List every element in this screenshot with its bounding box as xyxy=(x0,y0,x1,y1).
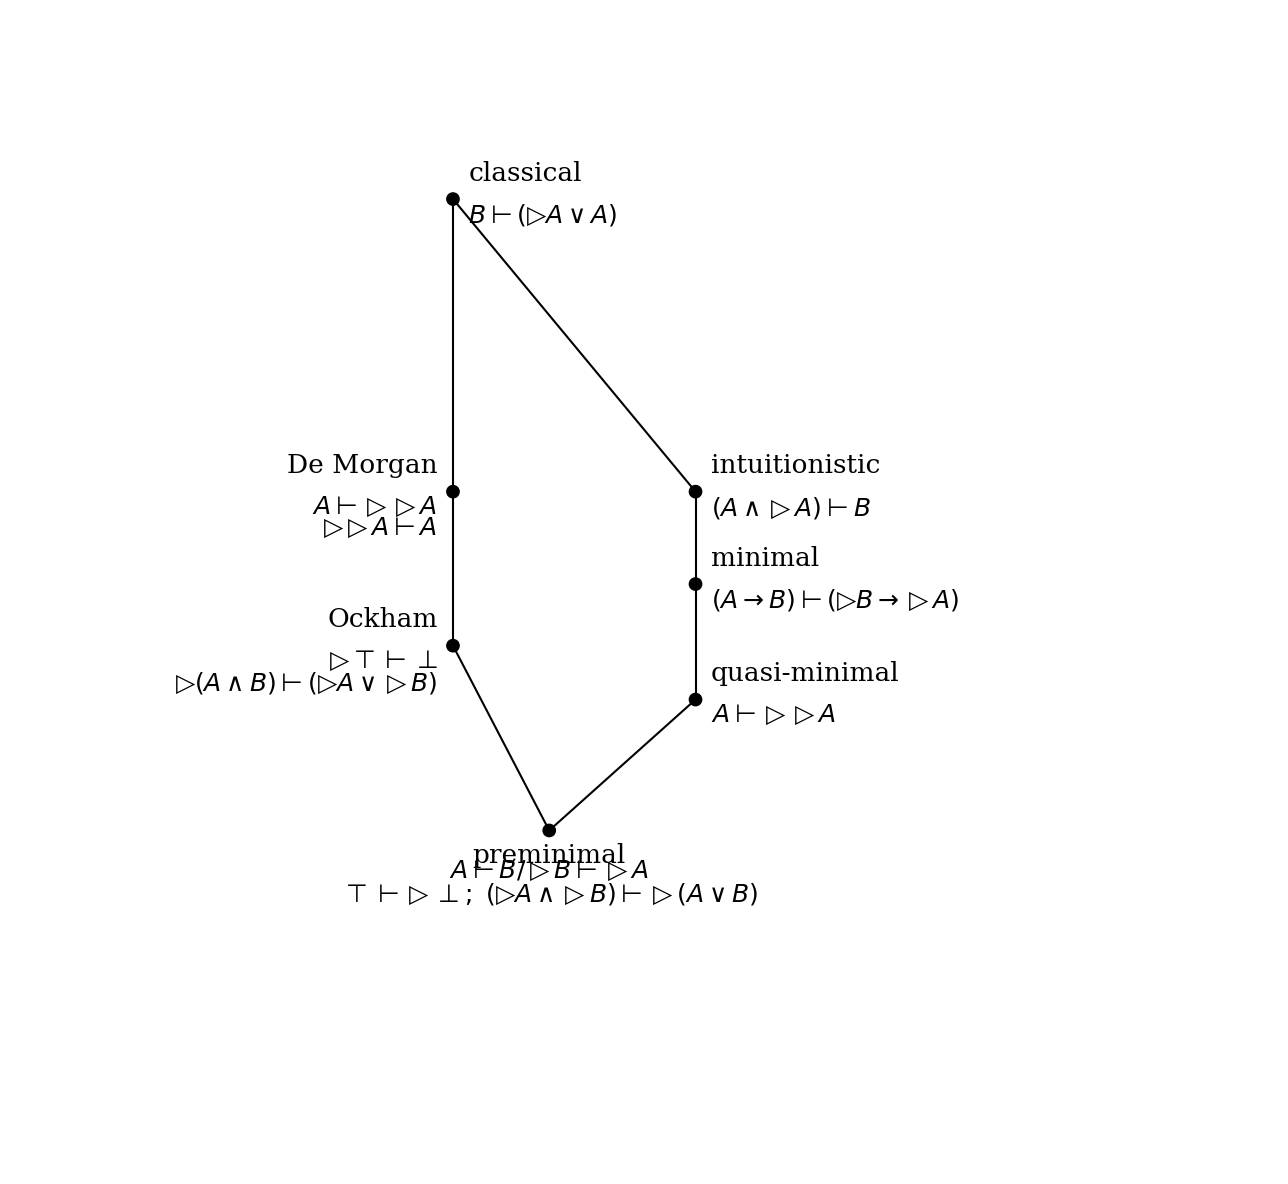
Text: $(A \wedge \triangleright A) \vdash B$: $(A \wedge \triangleright A) \vdash B$ xyxy=(711,495,871,521)
Circle shape xyxy=(689,578,702,590)
Text: quasi-minimal: quasi-minimal xyxy=(711,661,899,686)
Text: minimal: minimal xyxy=(711,546,819,571)
Text: $\triangleright \triangleright A \vdash A$: $\triangleright \triangleright A \vdash … xyxy=(323,516,438,540)
Circle shape xyxy=(447,639,459,652)
Circle shape xyxy=(689,694,702,706)
Text: $\triangleright \top \vdash \bot$: $\triangleright \top \vdash \bot$ xyxy=(328,649,438,673)
Circle shape xyxy=(689,485,702,497)
Circle shape xyxy=(447,193,459,205)
Circle shape xyxy=(544,824,555,837)
Text: $(A \to B) \vdash (\triangleright B \to \triangleright A)$: $(A \to B) \vdash (\triangleright B \to … xyxy=(711,587,960,613)
Text: $A \vdash \triangleright \triangleright A$: $A \vdash \triangleright \triangleright … xyxy=(312,495,438,519)
Text: $\triangleright(A \wedge B) \vdash (\triangleright A \vee \triangleright B)$: $\triangleright(A \wedge B) \vdash (\tri… xyxy=(175,670,438,696)
Text: De Morgan: De Morgan xyxy=(287,453,438,478)
Circle shape xyxy=(447,485,459,497)
Text: $\top \vdash \triangleright \bot;\ (\triangleright A \wedge \triangleright B) \v: $\top \vdash \triangleright \bot;\ (\tri… xyxy=(341,881,757,907)
Text: Ockham: Ockham xyxy=(327,607,438,632)
Text: intuitionistic: intuitionistic xyxy=(711,453,880,478)
Text: $A \vdash \triangleright \triangleright A$: $A \vdash \triangleright \triangleright … xyxy=(711,702,836,727)
Text: $B \vdash (\triangleright A \vee A)$: $B \vdash (\triangleright A \vee A)$ xyxy=(469,202,618,229)
Text: preminimal: preminimal xyxy=(473,843,626,868)
Text: $A \vdash B/ \triangleright B \vdash \triangleright A$: $A \vdash B/ \triangleright B \vdash \tr… xyxy=(450,858,649,883)
Text: classical: classical xyxy=(469,161,582,186)
